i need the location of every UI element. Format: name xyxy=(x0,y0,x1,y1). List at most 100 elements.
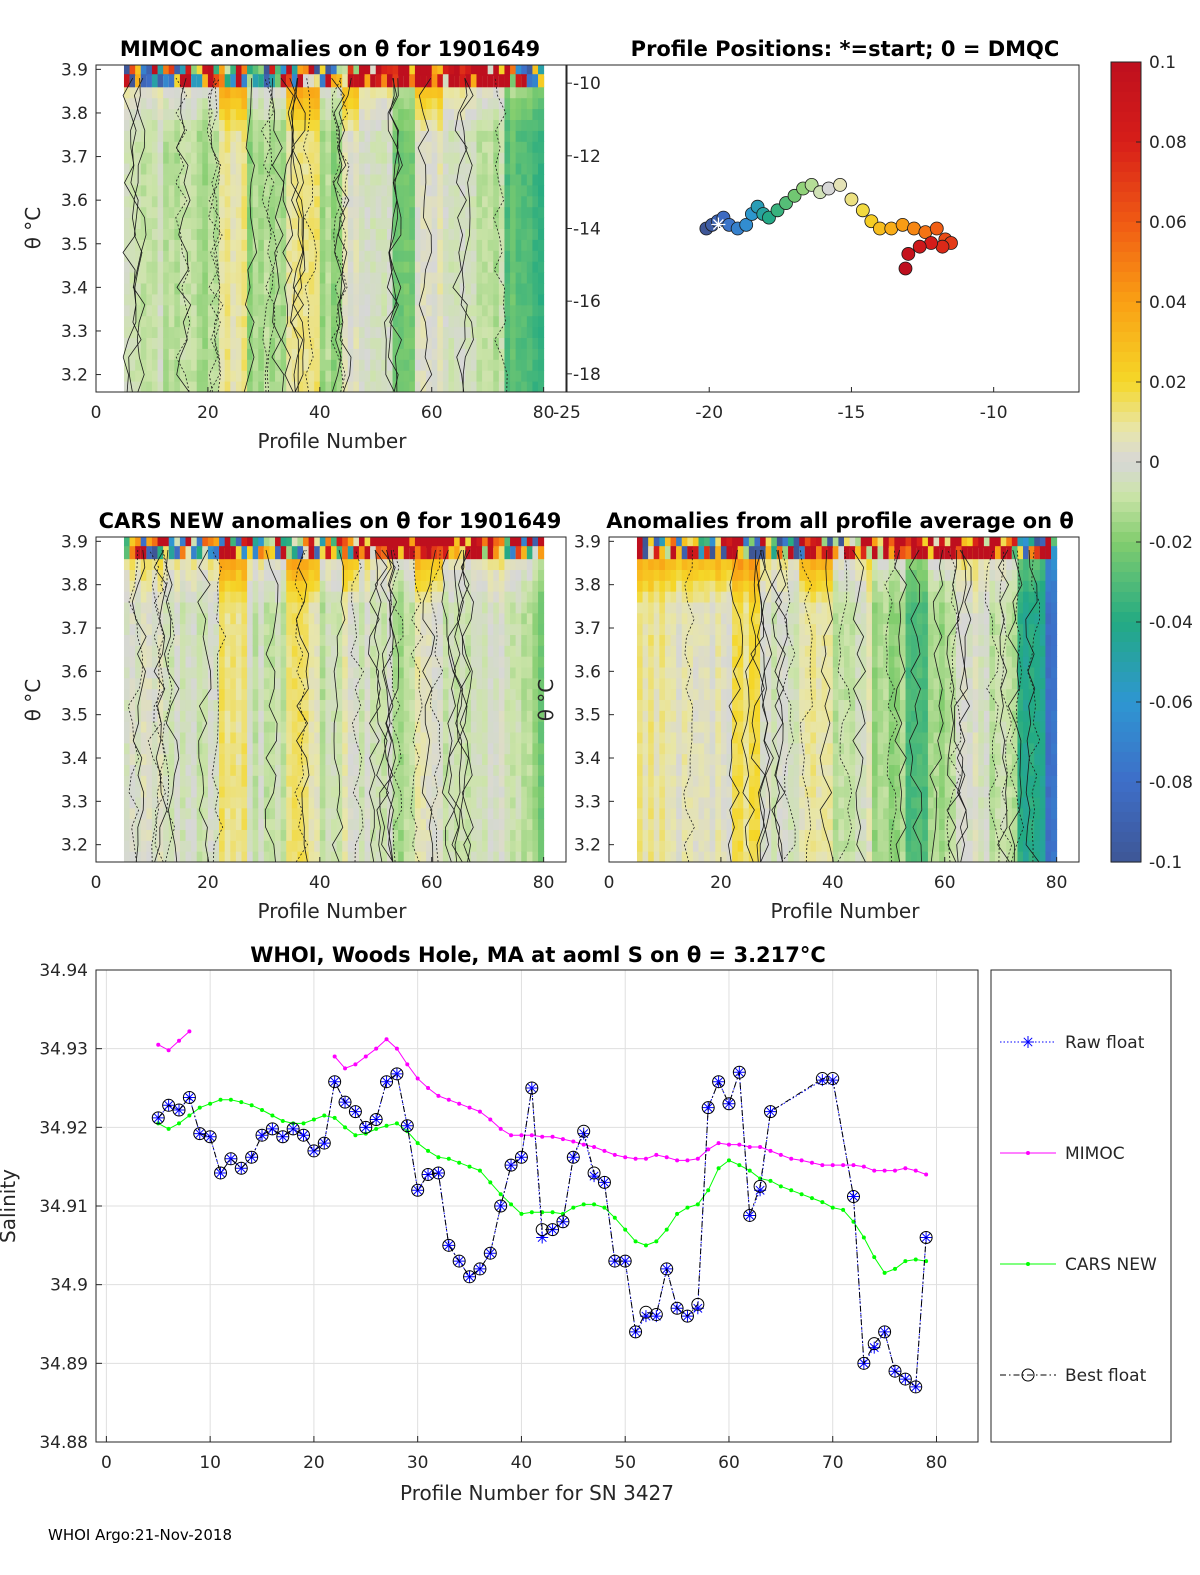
heatmap-cell xyxy=(353,283,360,295)
heatmap-cell xyxy=(347,174,354,186)
heatmap-cell xyxy=(431,623,438,635)
heatmap-cell xyxy=(140,217,147,229)
heatmap-cell xyxy=(331,840,338,852)
heatmap-cell xyxy=(297,656,304,668)
heatmap-cell xyxy=(213,239,220,251)
heatmap-cell xyxy=(140,228,147,240)
heatmap-cell xyxy=(308,829,315,841)
heatmap-cell xyxy=(140,141,147,153)
heatmap-cell xyxy=(364,108,371,120)
mimoc-panel: MIMOC anomalies on θ for 1901649 Profile… xyxy=(21,37,567,453)
heatmap-cell xyxy=(303,580,310,592)
heatmap-cell xyxy=(286,742,293,755)
heatmap-cell xyxy=(185,174,192,186)
heatmap-cell xyxy=(442,797,449,809)
heatmap-cell xyxy=(235,239,242,251)
heatmap-cell xyxy=(157,537,164,547)
heatmap-cell xyxy=(476,732,483,744)
heatmap-cell xyxy=(448,272,455,284)
heatmap-cell xyxy=(219,612,226,625)
heatmap-cell xyxy=(487,721,494,733)
heatmap-cell xyxy=(235,569,242,581)
heatmap-cell xyxy=(398,818,405,830)
heatmap-cell xyxy=(370,359,377,371)
heatmap-cell xyxy=(386,141,394,153)
heatmap-cell xyxy=(168,337,175,349)
heatmap-cell xyxy=(213,764,220,776)
heatmap-cell xyxy=(286,239,293,251)
heatmap-cell xyxy=(219,710,226,722)
heatmap-cell xyxy=(123,261,131,273)
heatmap-cell xyxy=(370,174,377,186)
heatmap-cell xyxy=(185,537,192,547)
heatmap-cell xyxy=(426,851,433,862)
heatmap-cell xyxy=(241,315,248,328)
heatmap-cell xyxy=(364,656,371,668)
heatmap-cell xyxy=(286,184,293,197)
heatmap-cell xyxy=(263,119,270,131)
heatmap-cell xyxy=(331,359,338,371)
heatmap-cell xyxy=(219,742,226,755)
heatmap-cell xyxy=(129,537,136,547)
heatmap-cell xyxy=(431,797,438,809)
heatmap-cell xyxy=(370,130,377,142)
heatmap-cell xyxy=(437,272,444,284)
heatmap-cell xyxy=(213,315,220,328)
heatmap-cell xyxy=(370,818,377,830)
heatmap-cell xyxy=(247,797,254,809)
heatmap-cell xyxy=(219,775,226,787)
heatmap-cell xyxy=(493,623,500,635)
heatmap-cell xyxy=(331,569,338,581)
heatmap-cell xyxy=(420,348,427,360)
heatmap-cell xyxy=(247,119,254,131)
heatmap-cell xyxy=(135,152,142,164)
heatmap-cell xyxy=(353,699,360,711)
heatmap-cell xyxy=(403,326,410,338)
heatmap-cell xyxy=(135,742,142,755)
heatmap-cell xyxy=(386,283,394,295)
heatmap-cell xyxy=(493,152,500,164)
cars-title: CARS NEW anomalies on θ for 1901649 xyxy=(99,509,562,533)
heatmap-cell xyxy=(515,612,522,625)
heatmap-cell xyxy=(258,851,265,862)
heatmap-cell xyxy=(538,545,545,560)
heatmap-cell xyxy=(487,602,494,614)
heatmap-cell xyxy=(263,602,270,614)
heatmap-cell xyxy=(241,195,248,208)
heatmap-cell xyxy=(448,359,455,371)
heatmap-cell xyxy=(297,840,304,852)
heatmap-cell xyxy=(163,293,170,306)
heatmap-cell xyxy=(426,283,433,295)
heatmap-cell xyxy=(308,775,315,787)
heatmap-cell xyxy=(202,786,209,798)
heatmap-cell xyxy=(258,732,265,744)
heatmap-cell xyxy=(275,558,282,570)
heatmap-cell xyxy=(191,558,198,570)
heatmap-cell xyxy=(196,797,203,809)
heatmap-cell xyxy=(532,797,539,809)
heatmap-cell xyxy=(493,315,500,328)
heatmap-cell xyxy=(286,677,293,690)
heatmap-cell xyxy=(420,732,427,744)
heatmap-cell xyxy=(476,272,483,284)
heatmap-cell xyxy=(196,569,203,581)
heatmap-cell xyxy=(202,228,209,240)
heatmap-cell xyxy=(224,558,231,570)
heatmap-cell xyxy=(269,184,276,197)
heatmap-cell xyxy=(263,73,270,88)
heatmap-cell xyxy=(336,797,343,809)
heatmap-cell xyxy=(168,721,175,733)
heatmap-cell xyxy=(308,108,315,120)
heatmap-cell xyxy=(498,381,505,392)
heatmap-cell xyxy=(493,753,500,765)
heatmap-cell xyxy=(437,359,444,371)
heatmap-cell xyxy=(297,699,304,711)
heatmap-cell xyxy=(409,677,416,690)
heatmap-cell xyxy=(269,677,276,690)
heatmap-cell xyxy=(521,677,528,690)
mimoc-ylabel: θ °C xyxy=(21,207,45,250)
heatmap-cell xyxy=(185,130,192,142)
heatmap-cell xyxy=(235,206,242,219)
heatmap-cell xyxy=(426,370,433,382)
heatmap-cell xyxy=(235,261,242,273)
